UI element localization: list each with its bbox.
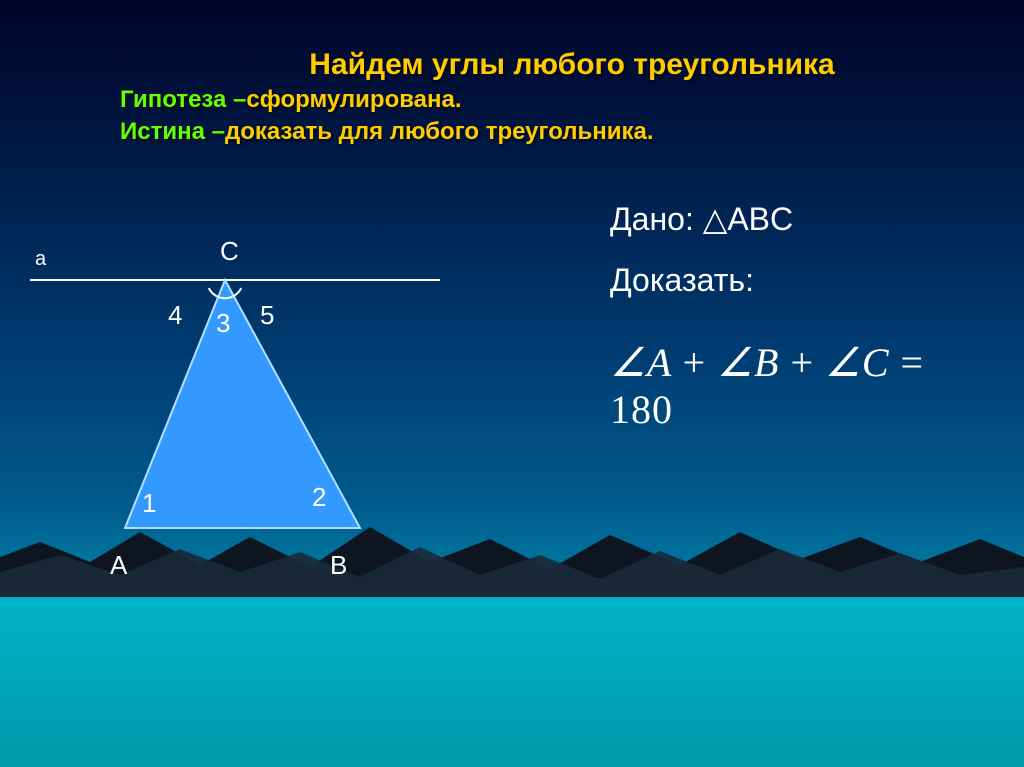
angle-label-1: 1	[142, 488, 156, 519]
formula-result: 180	[610, 387, 673, 432]
subtitle1-suffix: сформулирована.	[246, 86, 461, 113]
given-line: Дано: △ABC	[610, 200, 984, 238]
title-main: Найдем углы любого треугольника	[120, 48, 1024, 82]
angle-label-2: 2	[312, 482, 326, 513]
formula-var-a: A	[647, 340, 672, 385]
diagram-svg	[30, 230, 460, 610]
triangle-diagram: a C A B 1 2 3 4 5	[30, 230, 460, 610]
subtitle-line-2: Истина –доказать для любого треугольника…	[120, 118, 1024, 146]
subtitle-line-1: Гипотеза –сформулирована.	[120, 86, 1024, 114]
subtitle2-prefix: Истина –	[120, 118, 225, 145]
angle-label-5: 5	[260, 300, 274, 331]
angle-sum-formula: ∠A + ∠B + ∠C = 180	[610, 339, 984, 433]
vertex-label-c: C	[220, 236, 239, 267]
angle-symbol-3: ∠	[825, 340, 862, 385]
proof-text-block: Дано: △ABC Доказать: ∠A + ∠B + ∠C = 180	[610, 200, 984, 457]
angle-symbol-2: ∠	[717, 340, 754, 385]
angle-label-3: 3	[216, 308, 230, 339]
formula-var-c: C	[862, 340, 890, 385]
angle-symbol-1: ∠	[610, 340, 647, 385]
angle-label-4: 4	[168, 300, 182, 331]
prove-line: Доказать:	[610, 262, 984, 299]
equals: =	[901, 340, 925, 385]
formula-var-b: B	[754, 340, 779, 385]
plus-2: +	[790, 340, 825, 385]
triangle-symbol: △	[703, 201, 728, 237]
plus-1: +	[683, 340, 718, 385]
title-block: Найдем углы любого треугольника Гипотеза…	[0, 48, 1024, 146]
water-background	[0, 595, 1024, 767]
line-label-a: a	[35, 248, 46, 271]
subtitle2-suffix: доказать для любого треугольника.	[225, 118, 654, 145]
given-label: Дано:	[610, 201, 694, 237]
vertex-label-a: A	[110, 550, 127, 581]
given-value: ABC	[727, 201, 793, 237]
vertex-label-b: B	[330, 550, 347, 581]
subtitle1-prefix: Гипотеза –	[120, 86, 246, 113]
